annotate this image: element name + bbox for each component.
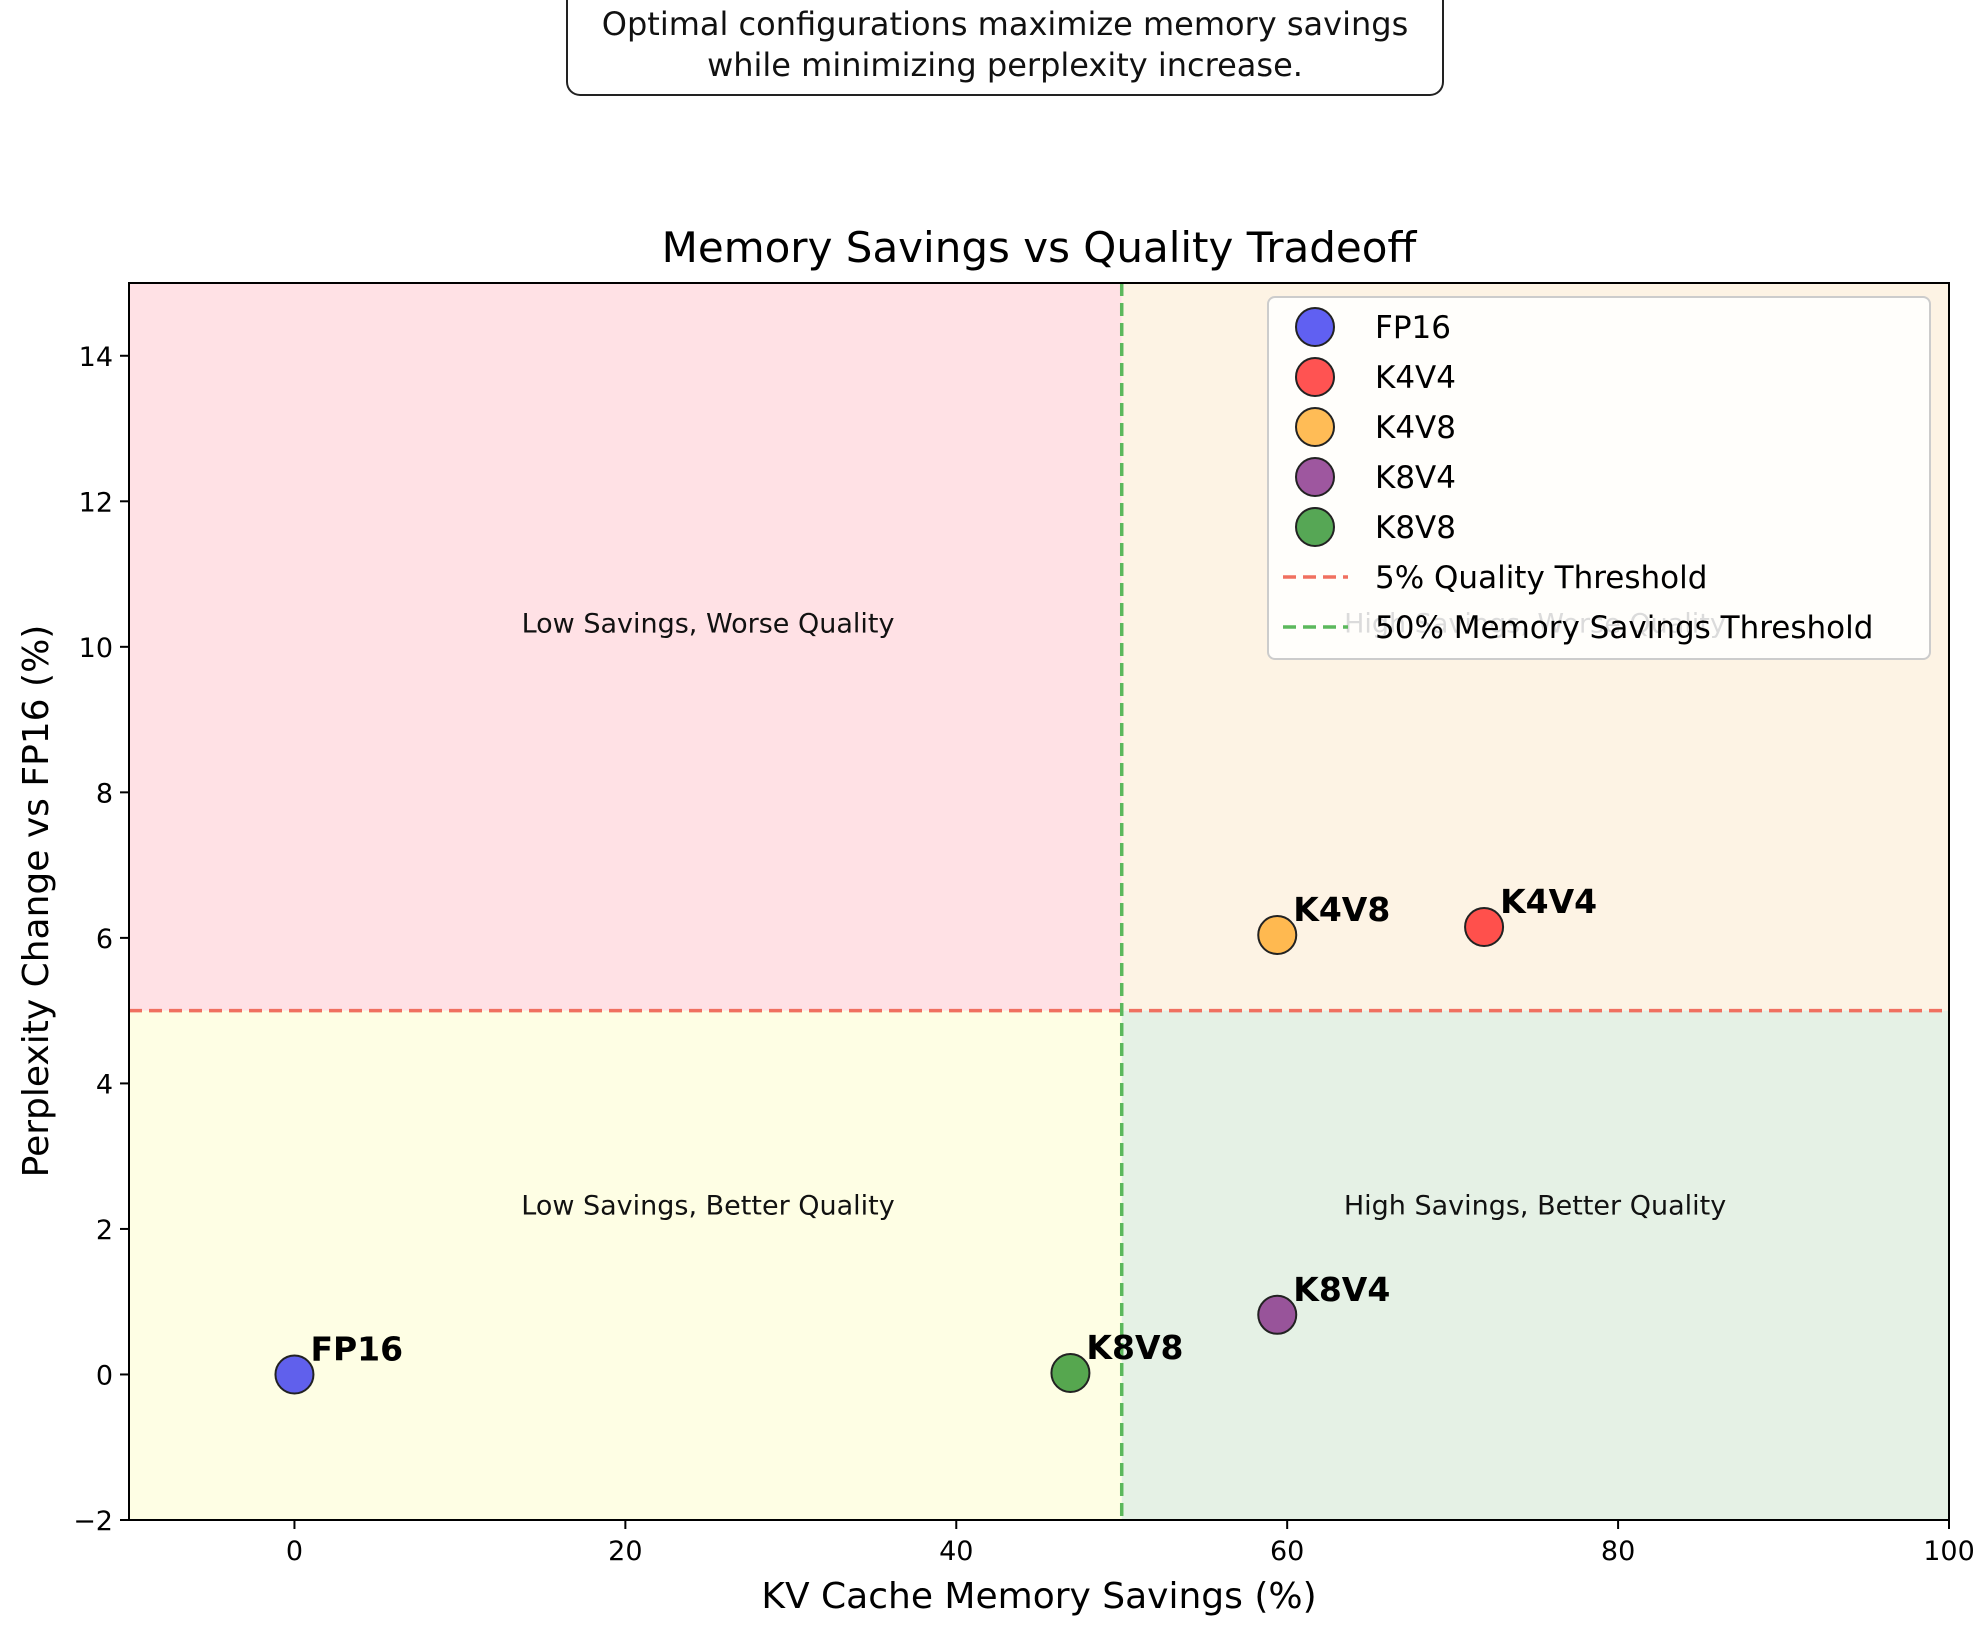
point-label-k4v4: K4V4 <box>1500 882 1597 921</box>
y-tick-label: 8 <box>96 778 113 809</box>
point-fp16 <box>274 1354 315 1395</box>
y-tick-label: 6 <box>96 924 113 955</box>
annotation-line-1: Optimal configurations maximize memory s… <box>601 5 1409 43</box>
point-label-k8v8: K8V8 <box>1086 1328 1183 1367</box>
legend-label-k8v8: K8V8 <box>1375 510 1456 546</box>
thresholds-layer <box>129 283 1949 1520</box>
x-tick-label: 20 <box>608 1536 642 1567</box>
chart-title: Memory Savings vs Quality Tradeoff <box>662 223 1418 272</box>
points-layer: FP16 K4V4 K4V8 K8V4 K8V8 <box>274 882 1597 1395</box>
point-label-k8v4: K8V4 <box>1293 1270 1390 1309</box>
x-tick-label: 100 <box>1923 1536 1975 1567</box>
legend-marker-k8v4 <box>1295 457 1335 497</box>
legend-marker-k4v4 <box>1295 357 1335 397</box>
legend-label-k4v8: K4V8 <box>1375 410 1456 446</box>
legend-label-k8v4: K8V4 <box>1375 460 1456 496</box>
point-k4v4 <box>1464 906 1505 947</box>
x-tick-label: 80 <box>1601 1536 1635 1567</box>
y-tick-label: 0 <box>96 1360 113 1391</box>
legend-label-threshold-2: 50% Memory Savings Threshold <box>1375 610 1873 646</box>
x-tick-label: 60 <box>1270 1536 1304 1567</box>
region-label-3: Low Savings, Better Quality <box>521 1190 894 1221</box>
legend: FP16 K4V4 K4V8 K8V4 K8V8 5% Quality Threshold… <box>1267 296 1931 660</box>
regions-layer: Low Savings, Worse Quality High Savings, … <box>129 283 1949 1520</box>
y-tick-label: 10 <box>79 633 113 664</box>
axis-ticks: 0 20 40 60 80 100 −2 0 2 4 6 8 10 12 14 <box>73 342 1975 1567</box>
region-3 <box>129 1010 1122 1520</box>
y-tick-label: 2 <box>96 1215 113 1246</box>
y-axis-label: Perplexity Change vs FP16 (%) <box>16 625 57 1178</box>
point-k8v8 <box>1050 1353 1091 1394</box>
point-k4v8 <box>1257 914 1298 955</box>
y-tick-label: −2 <box>73 1506 113 1537</box>
x-axis-label: KV Cache Memory Savings (%) <box>761 1576 1316 1617</box>
y-tick-label: 12 <box>79 487 113 518</box>
x-tick-label: 0 <box>286 1536 303 1567</box>
annotation-line-2: while minimizing perplexity increase. <box>707 46 1303 84</box>
legend-marker-k8v8 <box>1295 507 1335 547</box>
legend-frame <box>1267 296 1931 660</box>
x-tick-label: 40 <box>939 1536 973 1567</box>
y-tick-label: 14 <box>79 342 113 373</box>
y-tick-label: 4 <box>96 1069 113 1100</box>
point-label-k4v8: K4V8 <box>1293 890 1390 929</box>
region-1 <box>129 283 1122 1011</box>
legend-label-threshold-1: 5% Quality Threshold <box>1375 560 1707 596</box>
plot-frame <box>128 282 1950 1521</box>
region-label-1: Low Savings, Worse Quality <box>522 608 895 639</box>
point-label-fp16: FP16 <box>310 1329 403 1368</box>
legend-marker-k4v8 <box>1295 407 1335 447</box>
region-4 <box>1121 1010 1949 1520</box>
annotation-box: Optimal configurations maximize memory s… <box>566 0 1444 96</box>
legend-label-k4v4: K4V4 <box>1375 360 1456 396</box>
legend-label-fp16: FP16 <box>1375 310 1451 346</box>
legend-marker-fp16 <box>1295 307 1335 347</box>
point-k8v4 <box>1257 1294 1298 1335</box>
region-label-4: High Savings, Better Quality <box>1344 1190 1726 1221</box>
